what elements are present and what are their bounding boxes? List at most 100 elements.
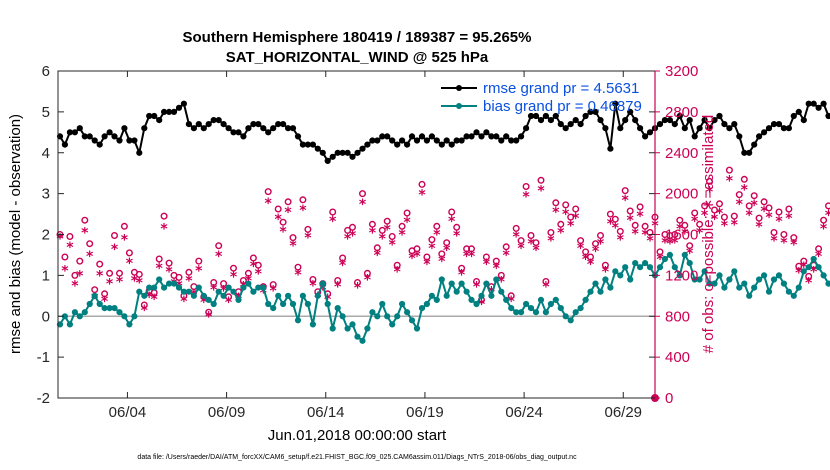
rmse-point	[428, 133, 435, 140]
obs-possible-marker	[706, 177, 714, 185]
bias-point	[285, 292, 292, 299]
obs-assimilated-marker: *	[334, 280, 342, 296]
rmse-point	[438, 141, 445, 148]
x-tick-label: 06/14	[307, 404, 345, 421]
obs-possible-marker	[215, 242, 223, 250]
rmse-point	[785, 125, 793, 132]
obs-assimilated-marker: *	[795, 265, 803, 281]
obs-possible-marker	[636, 203, 644, 211]
rmse-point	[746, 149, 753, 156]
bias-point	[225, 284, 232, 291]
obs-assimilated-marker: *	[617, 233, 625, 249]
obs-assimilated-marker: *	[433, 228, 441, 244]
bias-point	[146, 284, 153, 291]
bias-point	[666, 251, 674, 258]
bias-point	[518, 309, 525, 316]
rmse-point	[230, 129, 237, 136]
bias-point	[602, 276, 609, 283]
rmse-point	[141, 125, 148, 132]
rmse-point	[56, 133, 64, 140]
obs-assimilated-marker: *	[111, 242, 119, 258]
x-axis-label: Jun.01,2018 00:00:00 start	[268, 427, 447, 444]
obs-possible-marker	[309, 276, 317, 284]
obs-possible-marker	[244, 269, 252, 277]
rmse-point	[404, 141, 411, 148]
obs-possible-marker	[195, 257, 203, 265]
obs-assimilated-marker: *	[86, 249, 94, 265]
rmse-point	[523, 125, 530, 132]
rmse-point	[443, 137, 450, 144]
obs-assimilated-marker: *	[736, 197, 744, 213]
bias-point	[557, 305, 564, 312]
bias-point	[334, 305, 341, 312]
rmse-point	[131, 137, 138, 144]
bias-point	[696, 276, 703, 283]
plot-background	[58, 71, 655, 398]
obs-assimilated-marker: *	[329, 214, 337, 230]
y-right-tick-label: 2000	[665, 186, 698, 203]
obs-possible-marker	[517, 237, 525, 245]
bias-point	[547, 300, 555, 308]
bias-point	[185, 288, 192, 295]
y-left-tick-label: 3	[42, 186, 50, 203]
rmse-point	[572, 117, 579, 124]
obs-assimilated-marker: *	[716, 206, 724, 222]
bias-point	[552, 296, 559, 303]
bias-point	[260, 284, 267, 291]
obs-assimilated-marker: *	[116, 275, 124, 291]
rmse-point	[76, 125, 83, 132]
obs-assimilated-marker: *	[646, 234, 654, 250]
rmse-point	[91, 137, 98, 144]
obs-possible-marker	[676, 216, 684, 224]
rmse-point	[170, 108, 178, 116]
obs-assimilated-marker: *	[686, 246, 694, 262]
obs-assimilated-marker: *	[790, 238, 798, 254]
rmse-point	[265, 129, 272, 136]
rmse-point	[646, 129, 654, 136]
chart-title-line1: Southern Hemisphere 180419 / 189387 = 95…	[183, 29, 532, 46]
rmse-point	[289, 125, 297, 132]
obs-possible-marker	[755, 214, 763, 222]
obs-assimilated-marker: *	[61, 263, 69, 279]
bias-point	[354, 333, 361, 340]
bias-point	[175, 284, 183, 291]
obs-possible-marker	[606, 210, 614, 218]
bias-point	[240, 284, 247, 291]
obs-possible-marker	[205, 308, 213, 316]
obs-assimilated-marker: *	[71, 279, 79, 295]
obs-assimilated-marker: *	[294, 267, 302, 283]
obs-assimilated-marker: *	[408, 251, 416, 267]
obs-possible-marker	[482, 253, 490, 261]
rmse-point	[681, 125, 688, 132]
rmse-point	[637, 125, 644, 132]
obs-assimilated-marker: *	[775, 214, 783, 230]
rmse-point	[622, 117, 629, 124]
obs-assimilated-marker: *	[418, 188, 426, 204]
obs-possible-marker	[621, 187, 629, 195]
obs-possible-marker	[125, 249, 133, 257]
bias-point	[433, 296, 440, 303]
obs-possible-marker	[611, 215, 619, 223]
obs-assimilated-marker: *	[304, 231, 312, 247]
bias-point	[617, 272, 624, 279]
rmse-point	[116, 137, 123, 144]
bias-point	[294, 317, 302, 324]
obs-assimilated-marker: *	[309, 279, 317, 295]
bias-point	[111, 305, 118, 312]
x-tick-label: 06/04	[109, 404, 147, 421]
y-right-tick-label: 800	[665, 308, 690, 325]
obs-assimilated-marker: *	[691, 214, 699, 230]
obs-assimilated-marker: *	[532, 243, 540, 259]
obs-possible-marker	[101, 290, 109, 298]
rmse-point	[780, 125, 788, 132]
rmse-point	[299, 141, 306, 148]
obs-assimilated-marker: *	[195, 263, 203, 279]
rmse-point	[190, 125, 197, 132]
obs-assimilated-marker: *	[389, 238, 397, 254]
obs-assimilated-marker: *	[344, 232, 352, 248]
obs-assimilated-marker: *	[627, 213, 635, 229]
obs-possible-marker	[254, 261, 262, 269]
bias-point	[151, 284, 158, 291]
rmse-point	[314, 145, 321, 152]
